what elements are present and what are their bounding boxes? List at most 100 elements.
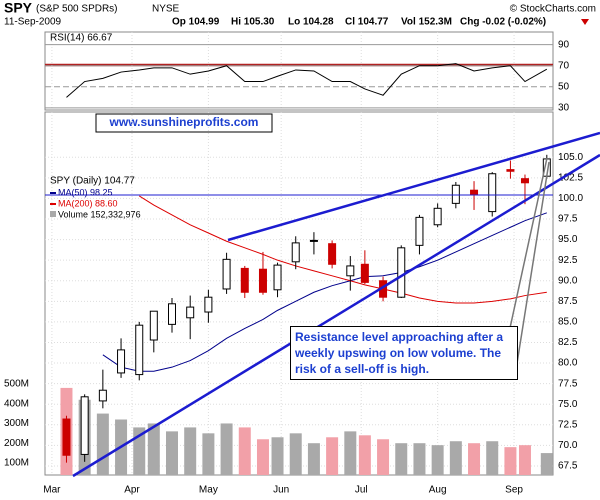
volume-tick-label: 200M — [4, 438, 29, 449]
open: Op 104.99 — [172, 17, 220, 28]
candle-body — [135, 324, 144, 376]
symbol-name: (S&P 500 SPDRs) — [36, 4, 118, 15]
lower-trendline — [72, 153, 600, 478]
x-tick-label: Jul — [355, 485, 368, 496]
candle-body — [204, 296, 213, 313]
volume-bar — [147, 423, 160, 475]
y-tick-label: 100.0 — [558, 193, 583, 204]
volume-tick-label: 100M — [4, 458, 29, 469]
x-tick-label: May — [199, 485, 218, 496]
rsi-line — [66, 63, 548, 98]
volume-bar — [184, 427, 197, 475]
volume-bar — [344, 431, 357, 475]
y-tick-label: 105.0 — [558, 152, 583, 163]
upper-trendline — [227, 131, 600, 242]
volume-bar — [540, 453, 553, 475]
volume-tick-label: 300M — [4, 418, 29, 429]
y-tick-label: 80.0 — [558, 358, 578, 369]
volume: Vol 152.3M — [401, 17, 452, 28]
volume-bar — [289, 433, 302, 475]
candle-body — [186, 306, 195, 319]
volume-bar — [271, 437, 284, 475]
down-arrow — [581, 19, 589, 25]
y-tick-label: 97.5 — [558, 214, 578, 225]
volume-bar — [449, 441, 462, 475]
high: Hi 105.30 — [231, 17, 275, 28]
volume-bar — [326, 437, 339, 475]
legend-label: Volume 152,332,976 — [58, 209, 141, 219]
symbol: SPY — [4, 0, 33, 16]
rsi-legend: RSI(14) 66.67 — [50, 33, 113, 44]
volume-bar — [395, 443, 408, 475]
candle-body — [149, 310, 158, 341]
close: Cl 104.77 — [345, 17, 389, 28]
candle-body — [470, 189, 479, 195]
candle-body — [360, 263, 369, 283]
volume-bar — [166, 431, 178, 475]
y-tick-label: 102.5 — [558, 172, 583, 183]
x-tick-label: Jun — [273, 485, 289, 496]
candle-body — [222, 258, 231, 290]
moving-average — [138, 195, 547, 304]
candle-body — [451, 184, 460, 204]
annotation: Resistance level approaching after a wee… — [290, 326, 518, 380]
rsi-tick-label: 70 — [558, 60, 570, 71]
volume-bar — [307, 443, 320, 475]
candle-body — [346, 265, 355, 277]
candle-body — [117, 349, 126, 374]
y-tick-label: 72.5 — [558, 419, 578, 430]
volume-bar — [220, 423, 233, 475]
volume-bar — [377, 439, 390, 475]
watermark: www.sunshineprofits.com — [109, 115, 259, 129]
volume-bar — [504, 447, 517, 475]
volume-tick-label: 500M — [4, 379, 29, 390]
legend-label: MA(50) 98.25 — [58, 187, 113, 197]
exchange: NYSE — [152, 4, 180, 15]
volume-bar — [96, 413, 109, 475]
volume-bar — [431, 445, 444, 475]
price-panel — [44, 111, 554, 476]
candle-body — [397, 247, 406, 298]
legend-swatch — [50, 211, 56, 217]
candle-body — [98, 389, 107, 402]
volume-bar — [468, 443, 481, 475]
y-tick-label: 70.0 — [558, 440, 578, 451]
y-tick-label: 87.5 — [558, 296, 578, 307]
candle-body — [273, 264, 282, 291]
moving-average — [102, 212, 547, 372]
y-tick-label: 90.0 — [558, 275, 578, 286]
volume-bar — [256, 439, 269, 475]
volume-bar — [518, 445, 531, 475]
source: © StockCharts.com — [510, 4, 596, 15]
volume-tick-label: 400M — [4, 398, 29, 409]
rsi-tick-label: 90 — [558, 39, 570, 50]
candle-body — [488, 173, 497, 213]
candle-body — [168, 303, 176, 325]
candle-body — [291, 242, 300, 263]
y-tick-label: 95.0 — [558, 234, 578, 245]
candle-body — [62, 418, 71, 456]
candle-body — [520, 178, 529, 184]
date: 11-Sep-2009 — [4, 17, 62, 28]
volume-bar — [358, 435, 371, 475]
pointer — [509, 157, 548, 329]
volume-bar — [202, 433, 215, 475]
candle-body — [309, 239, 318, 242]
volume-bar — [486, 441, 499, 475]
low: Lo 104.28 — [288, 17, 334, 28]
legend-label: MA(200) 88.60 — [58, 198, 118, 208]
y-tick-label: 92.5 — [558, 255, 578, 266]
y-tick-label: 82.5 — [558, 337, 578, 348]
candle-body — [258, 268, 267, 293]
rsi-tick-label: 30 — [558, 103, 570, 114]
volume-bar — [413, 443, 426, 475]
x-tick-label: Apr — [124, 485, 140, 496]
change: Chg -0.02 (-0.02%) — [460, 17, 546, 28]
x-tick-label: Aug — [429, 485, 447, 496]
pointer — [514, 161, 550, 377]
volume-bar — [238, 427, 251, 475]
candle-body — [240, 267, 249, 293]
rsi-tick-label: 50 — [558, 81, 570, 92]
